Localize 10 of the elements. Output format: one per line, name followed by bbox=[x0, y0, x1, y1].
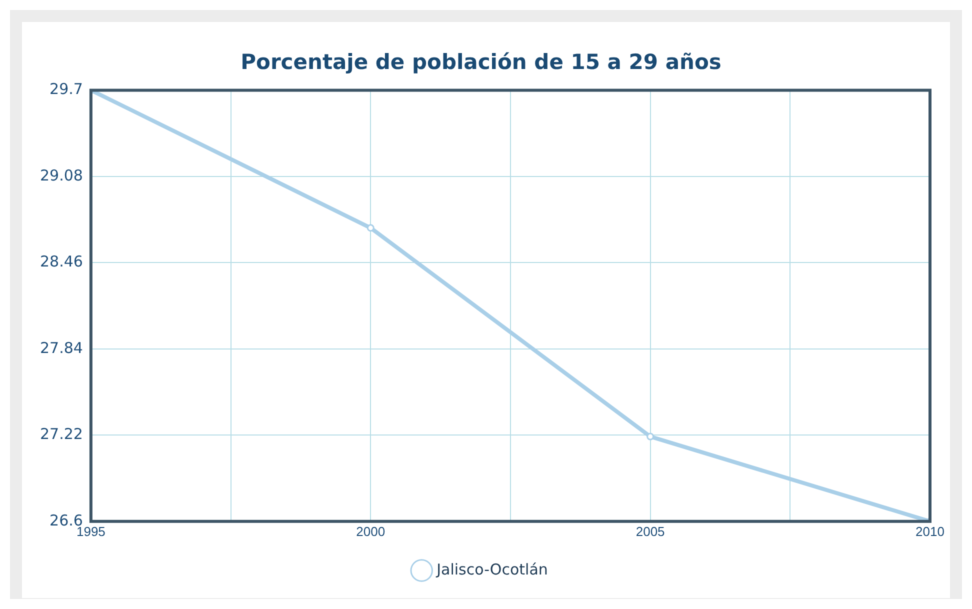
y-tick-label: 29.08 bbox=[40, 166, 83, 184]
y-tick-label: 27.22 bbox=[40, 425, 83, 444]
legend-label: Jalisco-Ocotlán bbox=[436, 560, 548, 578]
y-tick-label: 29.7 bbox=[50, 80, 83, 98]
y-tick-label: 27.84 bbox=[40, 338, 83, 357]
x-tick-label: 2005 bbox=[636, 524, 665, 539]
chart-title: Porcentaje de población de 15 a 29 años bbox=[240, 50, 722, 74]
x-tick-label: 2010 bbox=[916, 524, 944, 539]
y-tick-label: 28.46 bbox=[40, 252, 83, 271]
x-tick-label: 2000 bbox=[356, 524, 386, 539]
